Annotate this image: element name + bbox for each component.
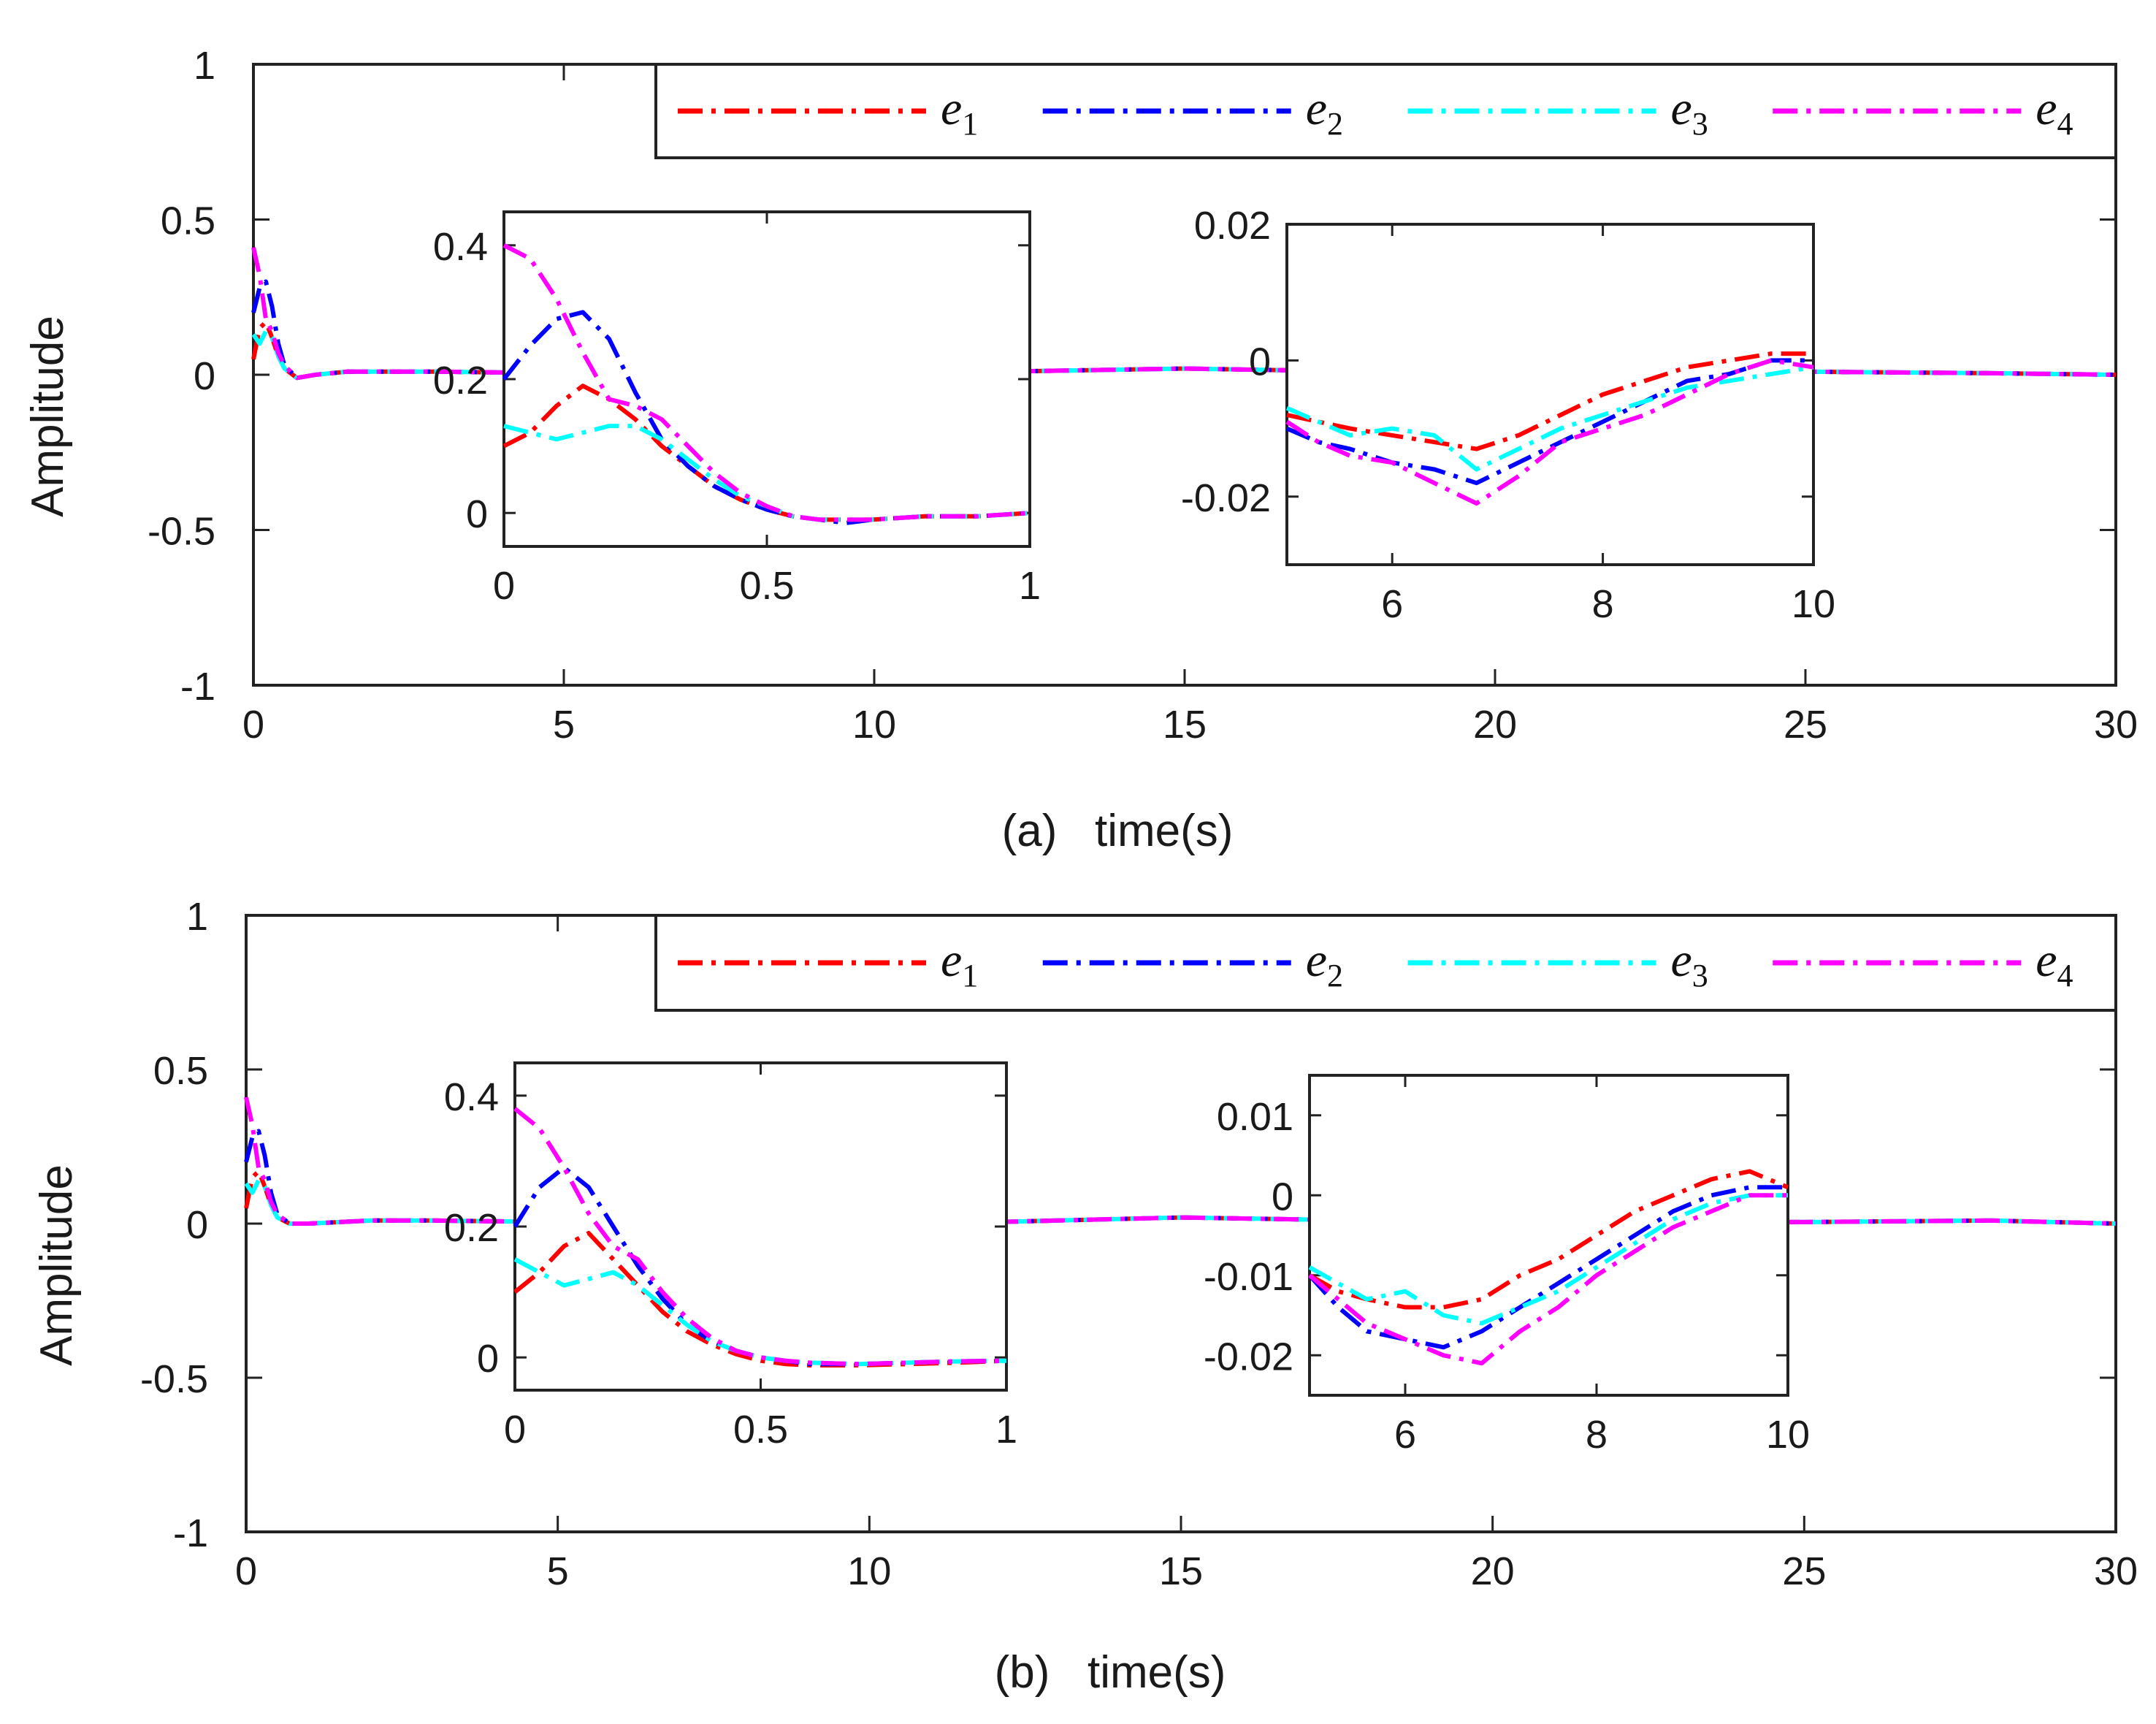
inset-y-tick-label: 0 xyxy=(1249,340,1271,384)
legend-label-e3: e3 xyxy=(1671,934,1708,993)
inset-y-tick-label: 0 xyxy=(466,492,488,536)
x-tick-label: 0 xyxy=(242,703,264,747)
inset-y-tick-label: 0.2 xyxy=(433,359,488,403)
inset-x-tick-label: 1 xyxy=(1019,564,1041,608)
legend-label-e4: e4 xyxy=(2035,934,2073,993)
y-tick-label: -1 xyxy=(180,665,215,709)
inset-series-e1-line xyxy=(1286,351,1813,451)
inset-y-tick-label: -0.02 xyxy=(1181,476,1271,520)
legend-label-subscript: 3 xyxy=(1692,958,1708,993)
x-tick-label: 5 xyxy=(553,703,575,747)
inset-y-tick-label: 0.4 xyxy=(433,225,488,269)
legend-label-subscript: 1 xyxy=(962,958,978,993)
x-tick-label: 30 xyxy=(2094,703,2138,747)
inset-x-tick-label: 0.5 xyxy=(739,564,794,608)
inset-axes-frame xyxy=(1285,223,1815,566)
x-tick-label: 30 xyxy=(2094,1549,2138,1593)
legend-label-subscript: 2 xyxy=(1327,958,1343,993)
y-tick-label: 0.5 xyxy=(153,1049,208,1093)
y-tick-label: -0.5 xyxy=(148,510,215,554)
legend-label-subscript: 4 xyxy=(2057,106,2073,142)
inset-series-e4-line xyxy=(1285,358,1814,506)
x-axis-caption: (a) time(s) xyxy=(1002,806,1234,856)
legend-label-base: e xyxy=(941,82,962,135)
legend-label-e2: e2 xyxy=(1306,934,1343,993)
inset-2: 6 8 10 -0.02 -0.01 0 0.01 xyxy=(1204,1074,1810,1457)
x-tick-label: 25 xyxy=(1784,703,1827,747)
x-tick-label: 15 xyxy=(1159,1549,1203,1593)
inset-y-tick-label: -0.01 xyxy=(1204,1255,1293,1299)
legend-label-base: e xyxy=(2035,82,2057,135)
inset-series-e1-line xyxy=(1308,1169,1789,1310)
inset-x-tick-label: 0 xyxy=(493,564,515,608)
inset-series-e3-line xyxy=(1308,1193,1788,1326)
x-tick-label: 5 xyxy=(547,1549,569,1593)
x-tick-label: 20 xyxy=(1471,1549,1515,1593)
legend-label-e3: e3 xyxy=(1671,82,1708,142)
y-tick-label: -1 xyxy=(173,1511,208,1555)
y-axis-label: Amplitude xyxy=(31,1164,82,1366)
y-tick-label: -0.5 xyxy=(140,1357,208,1401)
legend-label-base: e xyxy=(1671,82,1692,135)
y-tick-label: 0 xyxy=(194,354,215,398)
inset-x-tick-label: 8 xyxy=(1586,1413,1608,1457)
x-tick-label: 15 xyxy=(1163,703,1207,747)
inset-y-tick-label: -0.02 xyxy=(1204,1335,1293,1378)
x-tick-label: 10 xyxy=(847,1549,891,1593)
legend-label-subscript: 4 xyxy=(2057,958,2073,993)
inset-y-tick-label: 0 xyxy=(1272,1175,1293,1218)
inset-series-e4-line xyxy=(1308,1193,1788,1366)
inset-x-tick-label: 0.5 xyxy=(733,1408,788,1452)
inset-x-tick-label: 8 xyxy=(1592,582,1614,626)
inset-y-tick-label: 0.4 xyxy=(444,1075,499,1119)
inset-series-e3-line xyxy=(503,424,1031,522)
inset-axes-frame xyxy=(1308,1074,1789,1397)
legend-label-base: e xyxy=(1671,934,1692,987)
inset-x-tick-label: 10 xyxy=(1792,582,1835,626)
inset-x-tick-label: 10 xyxy=(1766,1413,1810,1457)
x-tick-label: 25 xyxy=(1782,1549,1826,1593)
inset-y-tick-label: 0.01 xyxy=(1217,1095,1293,1139)
legend-label-subscript: 1 xyxy=(962,106,978,142)
y-tick-label: 0.5 xyxy=(161,199,215,243)
x-tick-label: 10 xyxy=(852,703,896,747)
inset-x-tick-label: 1 xyxy=(995,1408,1017,1452)
legend-label-subscript: 3 xyxy=(1692,106,1708,142)
legend-label-base: e xyxy=(941,934,962,987)
inset-series-e4-line xyxy=(502,243,1031,522)
legend-label-base: e xyxy=(1306,82,1327,135)
inset-x-tick-label: 0 xyxy=(504,1408,526,1452)
inset-series-e4-line xyxy=(513,1107,1007,1367)
inset-y-tick-label: 0.2 xyxy=(444,1206,499,1250)
y-tick-label: 0 xyxy=(186,1203,208,1247)
inset-axes-frame xyxy=(513,1061,1008,1392)
legend-label-e2: e2 xyxy=(1306,82,1343,142)
y-tick-label: 1 xyxy=(194,44,215,88)
legend-label-base: e xyxy=(1306,934,1327,987)
inset-axes-frame xyxy=(502,210,1031,548)
legend-label-e1: e1 xyxy=(941,934,978,993)
inset-1: 0 0.5 1 0 0.2 0.4 xyxy=(444,1061,1017,1452)
x-axis-caption: (b) time(s) xyxy=(995,1647,1226,1698)
y-axis-label: Amplitude xyxy=(23,316,73,517)
inset-1: 0 0.5 1 0 0.2 0.4 xyxy=(433,210,1041,608)
inset-2: 6 8 10 -0.02 0 0.02 xyxy=(1181,204,1835,626)
x-tick-label: 20 xyxy=(1473,703,1517,747)
legend-label-e1: e1 xyxy=(941,82,978,142)
inset-y-tick-label: 0.02 xyxy=(1194,204,1271,248)
inset-series-e3-line xyxy=(1285,365,1814,472)
legend-label-base: e xyxy=(2035,934,2057,987)
x-tick-label: 0 xyxy=(235,1549,257,1593)
inset-y-tick-label: 0 xyxy=(477,1337,499,1381)
legend-label-subscript: 2 xyxy=(1327,106,1343,142)
legend-label-e4: e4 xyxy=(2035,82,2073,142)
inset-series-e2-line xyxy=(1307,1185,1788,1350)
inset-x-tick-label: 6 xyxy=(1394,1413,1416,1457)
y-tick-label: 1 xyxy=(186,895,208,939)
inset-x-tick-label: 6 xyxy=(1381,582,1403,626)
